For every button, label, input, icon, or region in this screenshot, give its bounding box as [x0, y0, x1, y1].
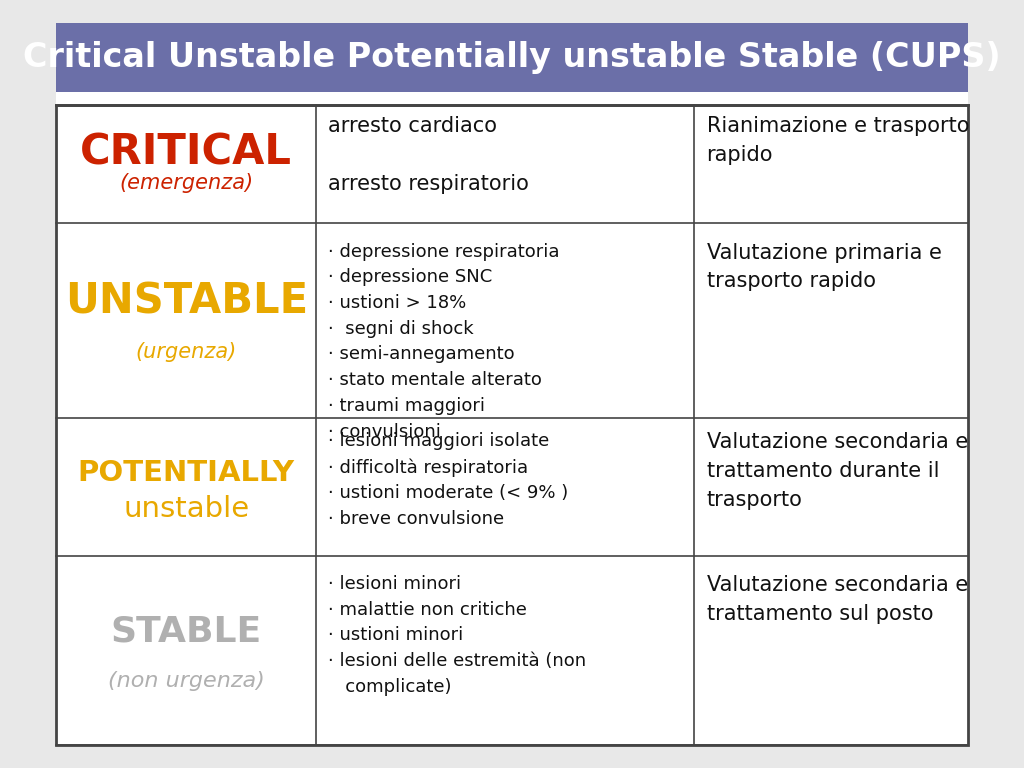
Text: POTENTIALLY: POTENTIALLY: [78, 459, 295, 488]
Bar: [56, 23, 968, 745]
Text: Rianimazione e trasporto
rapido: Rianimazione e trasporto rapido: [707, 117, 969, 165]
Text: CRITICAL: CRITICAL: [80, 131, 292, 173]
Text: Valutazione primaria e
trasporto rapido: Valutazione primaria e trasporto rapido: [707, 243, 941, 291]
Text: · lesioni maggiori isolate
· difficoltà respiratoria
· ustioni moderate (< 9% )
: · lesioni maggiori isolate · difficoltà …: [329, 432, 568, 528]
Text: unstable: unstable: [123, 495, 249, 523]
Text: arresto cardiaco

arresto respiratorio: arresto cardiaco arresto respiratorio: [329, 117, 529, 194]
Text: · depressione respiratoria
· depressione SNC
· ustioni > 18%
·  segni di shock
·: · depressione respiratoria · depressione…: [329, 243, 560, 441]
Bar: [56, 23, 968, 91]
Bar: [56, 104, 968, 745]
Text: Valutazione secondaria e
trattamento durante il
trasporto: Valutazione secondaria e trattamento dur…: [707, 432, 968, 510]
Text: STABLE: STABLE: [111, 614, 262, 649]
Text: Valutazione secondaria e
trattamento sul posto: Valutazione secondaria e trattamento sul…: [707, 575, 968, 624]
Text: (urgenza): (urgenza): [135, 342, 237, 362]
Text: Critical Unstable Potentially unstable Stable (CUPS): Critical Unstable Potentially unstable S…: [24, 41, 1000, 74]
Bar: [56, 104, 968, 745]
Text: · lesioni minori
· malattie non critiche
· ustioni minori
· lesioni delle estrem: · lesioni minori · malattie non critiche…: [329, 575, 587, 696]
Text: (emergenza): (emergenza): [119, 173, 253, 193]
Text: (non urgenza): (non urgenza): [108, 670, 264, 690]
Text: UNSTABLE: UNSTABLE: [65, 280, 308, 323]
